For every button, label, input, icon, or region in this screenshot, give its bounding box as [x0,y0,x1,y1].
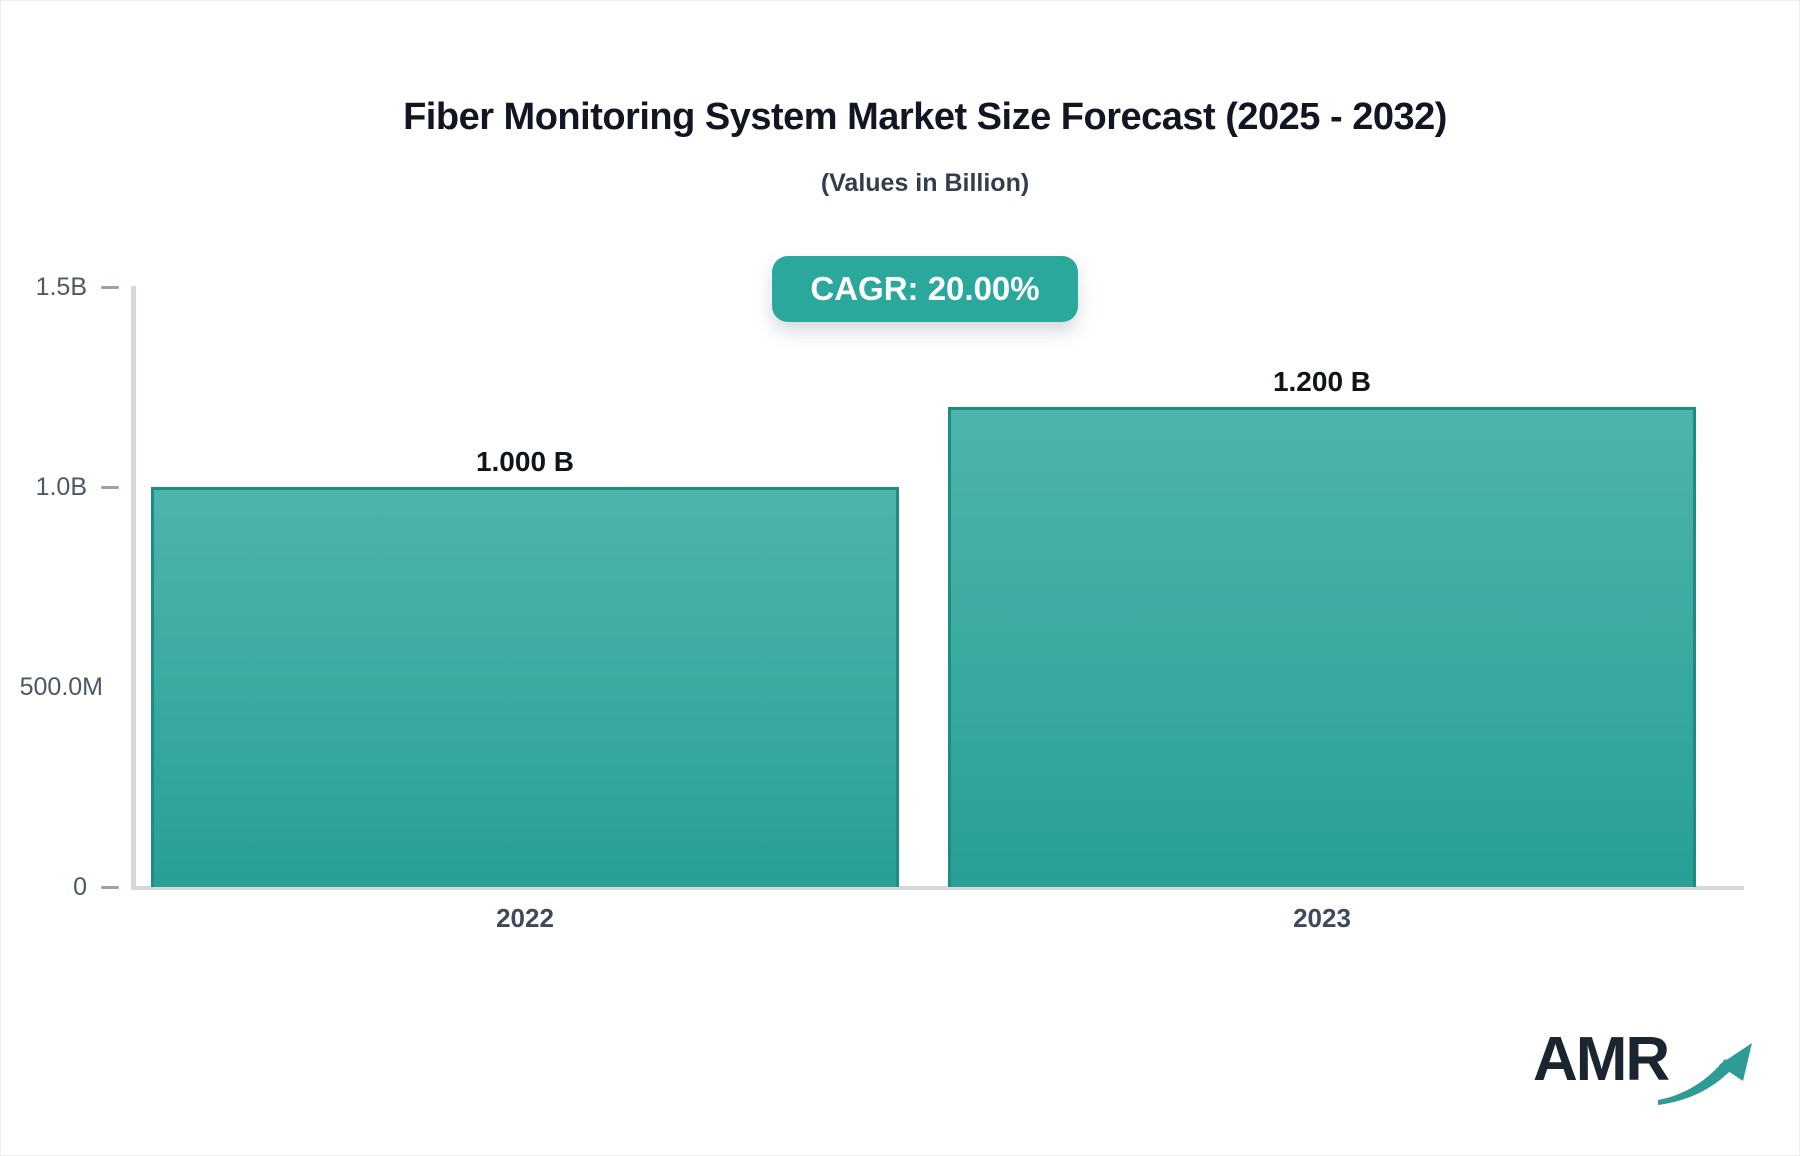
bar-value-label: 1.200 B [1272,366,1372,397]
cagr-badge: CAGR: 20.00% [772,256,1078,322]
y-axis-line [131,286,136,890]
bar-2022[interactable] [151,487,899,887]
y-tick-dash [101,485,119,489]
y-tick-dash [101,885,119,889]
amr-logo: AMR [1533,1029,1756,1109]
y-tick-500.0M: 500.0M [1,672,119,702]
y-tick-1.0B: 1.0B [1,472,119,502]
x-axis-label: 2022 [496,903,554,933]
title-band: Fiber Monitoring System Market Size Fore… [51,96,1799,139]
chart-subtitle: (Values in Billion) [820,169,1030,197]
y-tick-dash [101,285,119,289]
y-tick-label: 1.0B [35,472,87,501]
x-axis-line [131,886,1744,890]
y-tick-label: 0 [73,872,87,901]
chart-title: Fiber Monitoring System Market Size Fore… [403,96,1447,138]
y-tick-1.5B: 1.5B [1,272,119,302]
y-tick-label: 1.5B [35,272,87,301]
amr-logo-text: AMR [1533,1025,1670,1094]
subtitle-band: (Values in Billion) [51,169,1799,198]
y-tick-label: 500.0M [19,672,103,701]
y-tick-0: 0 [1,872,119,902]
cagr-badge-label: CAGR: 20.00% [810,270,1040,307]
x-axis-label: 2023 [1293,903,1351,933]
bar-value-label: 1.000 B [475,446,575,477]
growth-arrow-icon [1658,1043,1753,1105]
bar-2023[interactable] [948,407,1696,887]
badge-band: CAGR: 20.00% [51,256,1799,322]
